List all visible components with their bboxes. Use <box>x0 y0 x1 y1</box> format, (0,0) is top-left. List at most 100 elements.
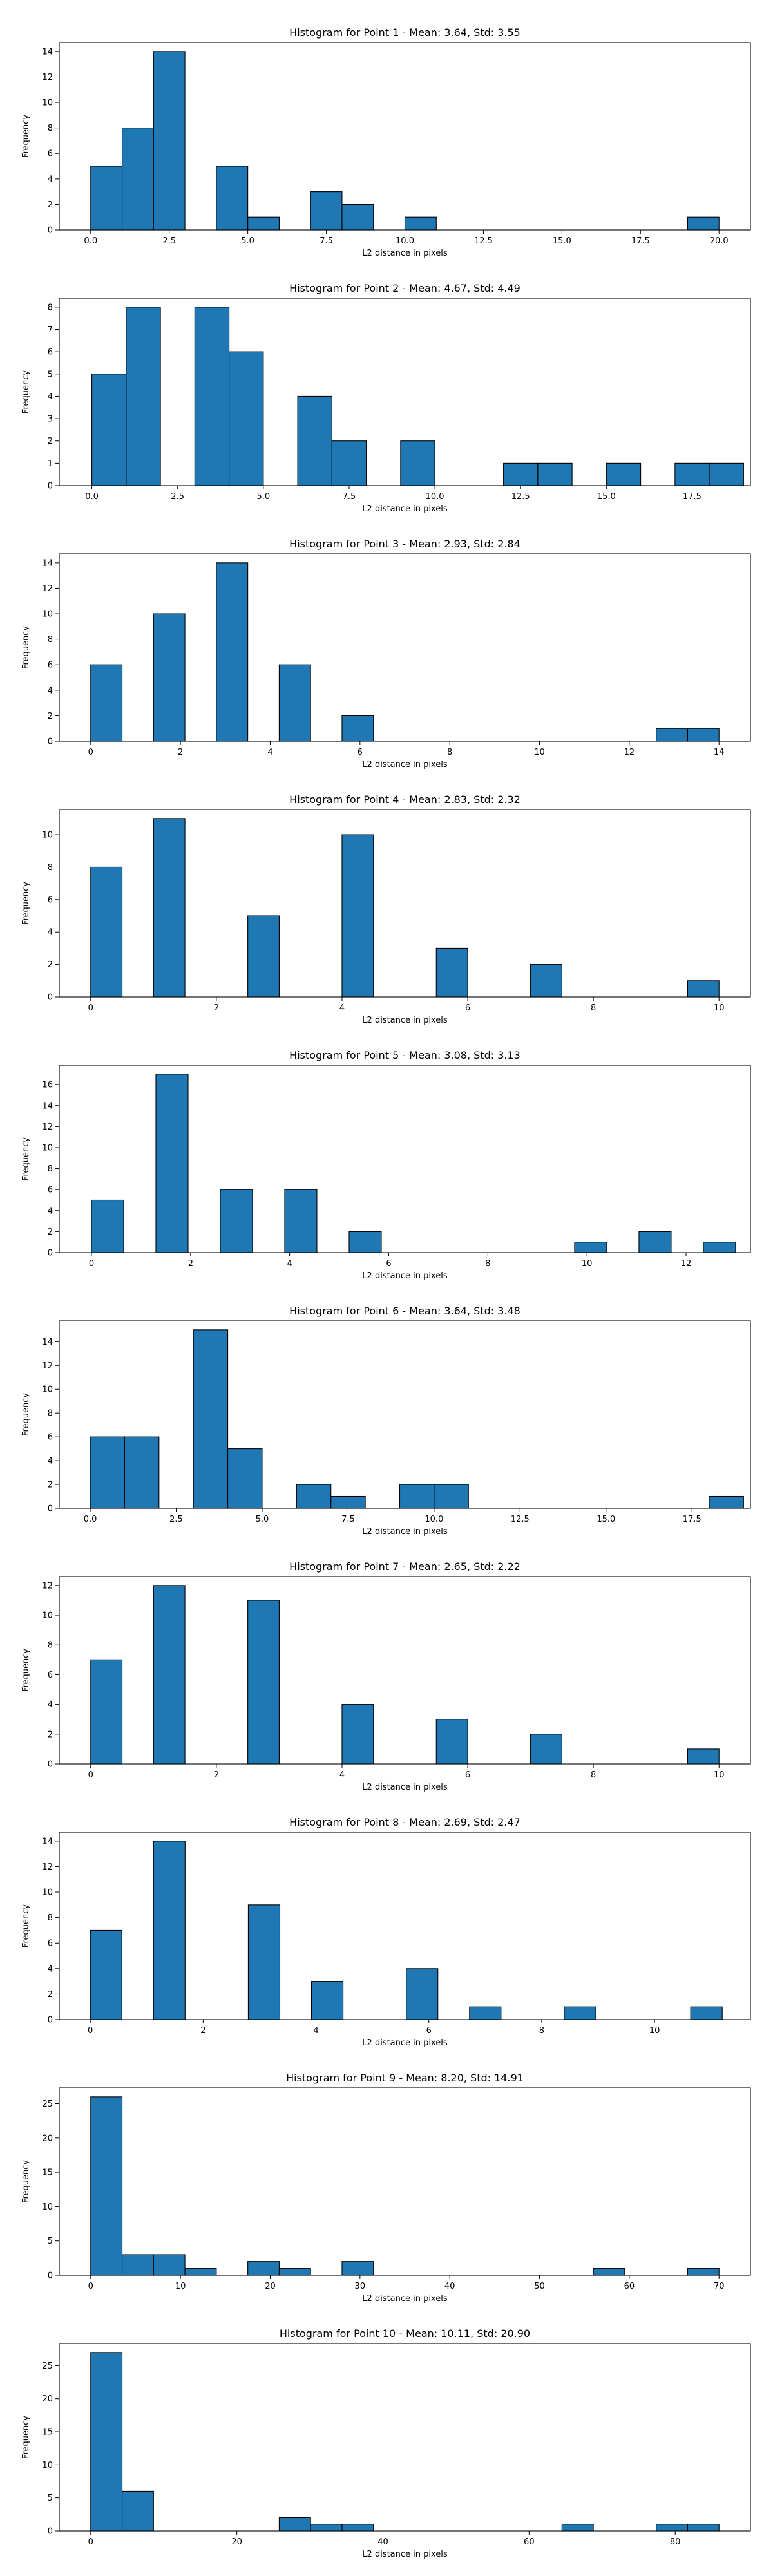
plot-frame <box>59 298 751 486</box>
y-tick-label: 6 <box>48 1671 53 1680</box>
y-tick-label: 0 <box>48 226 53 236</box>
x-tick-label: 17.5 <box>683 1515 701 1524</box>
histogram-bar <box>709 1495 744 1509</box>
y-tick-label: 14 <box>42 47 53 57</box>
y-tick-label: 10 <box>42 1611 53 1621</box>
x-tick-label: 2 <box>214 1770 219 1780</box>
histogram-panel-2: 0.0 2.5 5.0 7.5 10.0 12.5 15.0 17.5 0 1 2 3 4 5 6 7 8 His… <box>21 282 751 514</box>
x-tick-label: 30 <box>355 2282 366 2291</box>
x-tick-label: 0.0 <box>84 236 97 246</box>
histogram-bar <box>330 1495 366 1509</box>
x-tick-label: 12.5 <box>511 1515 530 1524</box>
y-tick-label: 4 <box>48 928 53 938</box>
y-tick-label: 8 <box>48 1641 53 1651</box>
y-axis-label: Frequency <box>21 115 31 158</box>
histogram-bar <box>153 1841 186 2020</box>
histogram-bar <box>193 1329 229 1509</box>
histogram-bar <box>537 462 573 486</box>
histogram-bar <box>310 2524 343 2532</box>
chart-title: Histogram for Point 7 - Mean: 2.65, Std:… <box>289 1560 520 1573</box>
x-tick-label: 20 <box>231 2537 242 2547</box>
x-tick-label: 4 <box>339 1003 345 1013</box>
x-tick-label: 8 <box>447 748 452 757</box>
histogram-bar <box>216 562 249 742</box>
chart-title: Histogram for Point 2 - Mean: 4.67, Std:… <box>289 282 520 294</box>
x-tick-label: 6 <box>465 1770 470 1780</box>
y-tick-label: 6 <box>48 1433 53 1443</box>
x-tick-label: 7.5 <box>341 1515 355 1524</box>
y-tick-label: 0 <box>48 482 53 491</box>
histogram-bar <box>564 2006 596 2020</box>
y-axis-label: Frequency <box>21 2160 31 2203</box>
x-tick-label: 6 <box>386 1259 391 1269</box>
histogram-bar <box>155 1074 189 1253</box>
x-axis-label: L2 distance in pixels <box>362 1783 448 1792</box>
histogram-bar <box>656 728 688 742</box>
histogram-bar <box>90 664 123 742</box>
histogram-bar <box>687 1748 720 1765</box>
x-tick-label: 8 <box>485 1259 490 1269</box>
histogram-bar <box>216 166 249 231</box>
x-tick-label: 4 <box>267 748 272 757</box>
histogram-bar <box>227 1448 263 1509</box>
x-tick-label: 10 <box>714 1003 725 1013</box>
plot-frame <box>59 809 751 998</box>
y-tick-label: 20 <box>42 2134 53 2143</box>
histogram-bar <box>247 915 280 998</box>
chart-title: Histogram for Point 4 - Mean: 2.83, Std:… <box>289 793 520 806</box>
histogram-panel-1: 0.0 2.5 5.0 7.5 10.0 12.5 15.0 17.5 20.0 0 2 4 6 8 10 1… <box>21 26 751 258</box>
x-tick-label: 4 <box>339 1770 345 1780</box>
y-tick-label: 4 <box>48 1457 53 1466</box>
x-tick-label: 2 <box>200 2026 205 2036</box>
plot-frame <box>59 1576 751 1765</box>
y-tick-label: 0 <box>48 2016 53 2025</box>
x-tick-label: 50 <box>534 2282 545 2291</box>
y-tick-label: 15 <box>42 2428 53 2438</box>
y-tick-label: 0 <box>48 1249 53 1258</box>
histogram-bar <box>690 2006 723 2020</box>
x-tick-label: 10.0 <box>425 1515 443 1524</box>
histogram-bar <box>229 351 264 486</box>
x-tick-label: 70 <box>714 2282 725 2291</box>
x-tick-label: 10.0 <box>396 236 414 246</box>
histogram-bar <box>341 204 374 231</box>
y-tick-label: 5 <box>48 370 53 379</box>
histogram-bar <box>278 664 311 742</box>
y-tick-label: 14 <box>42 1837 53 1846</box>
y-tick-label: 14 <box>42 558 53 568</box>
y-tick-label: 2 <box>48 960 53 970</box>
histogram-bar <box>247 1904 281 2020</box>
histogram-bar <box>247 1600 280 1765</box>
y-tick-label: 6 <box>48 661 53 670</box>
y-tick-label: 25 <box>42 2099 53 2109</box>
histogram-bar <box>399 1484 435 1509</box>
x-tick-label: 10 <box>534 748 545 757</box>
histogram-panel-7: 0 2 4 6 8 10 0 2 4 6 8 10 12 Histogram for Point 7 - … <box>21 1560 751 1792</box>
x-tick-label: 7.5 <box>343 492 356 502</box>
histogram-bar <box>247 2261 280 2276</box>
histogram-bar <box>310 1981 344 2020</box>
histogram-bar <box>687 2524 720 2532</box>
y-tick-label: 10 <box>42 1143 53 1153</box>
y-tick-label: 10 <box>42 610 53 620</box>
x-axis-label: L2 distance in pixels <box>362 760 448 770</box>
y-tick-label: 4 <box>48 392 53 402</box>
x-tick-label: 15.0 <box>597 492 616 502</box>
histogram-bar <box>341 2261 374 2276</box>
histogram-bar <box>469 2006 502 2020</box>
y-tick-label: 0 <box>48 1504 53 1514</box>
x-tick-label: 5.0 <box>256 492 270 502</box>
histogram-bar <box>404 216 437 231</box>
x-tick-label: 0 <box>88 1770 93 1780</box>
x-tick-label: 0 <box>88 1003 93 1013</box>
y-tick-label: 8 <box>48 635 53 645</box>
x-tick-label: 60 <box>524 2537 535 2547</box>
y-tick-label: 14 <box>42 1101 53 1111</box>
chart-title: Histogram for Point 9 - Mean: 8.20, Std:… <box>286 2072 524 2084</box>
x-tick-label: 10 <box>175 2282 186 2291</box>
x-axis-label: L2 distance in pixels <box>362 1527 448 1537</box>
histogram-bar <box>503 462 539 486</box>
chart-title: Histogram for Point 1 - Mean: 3.64, Std:… <box>289 26 520 39</box>
plot-frame <box>59 553 751 742</box>
